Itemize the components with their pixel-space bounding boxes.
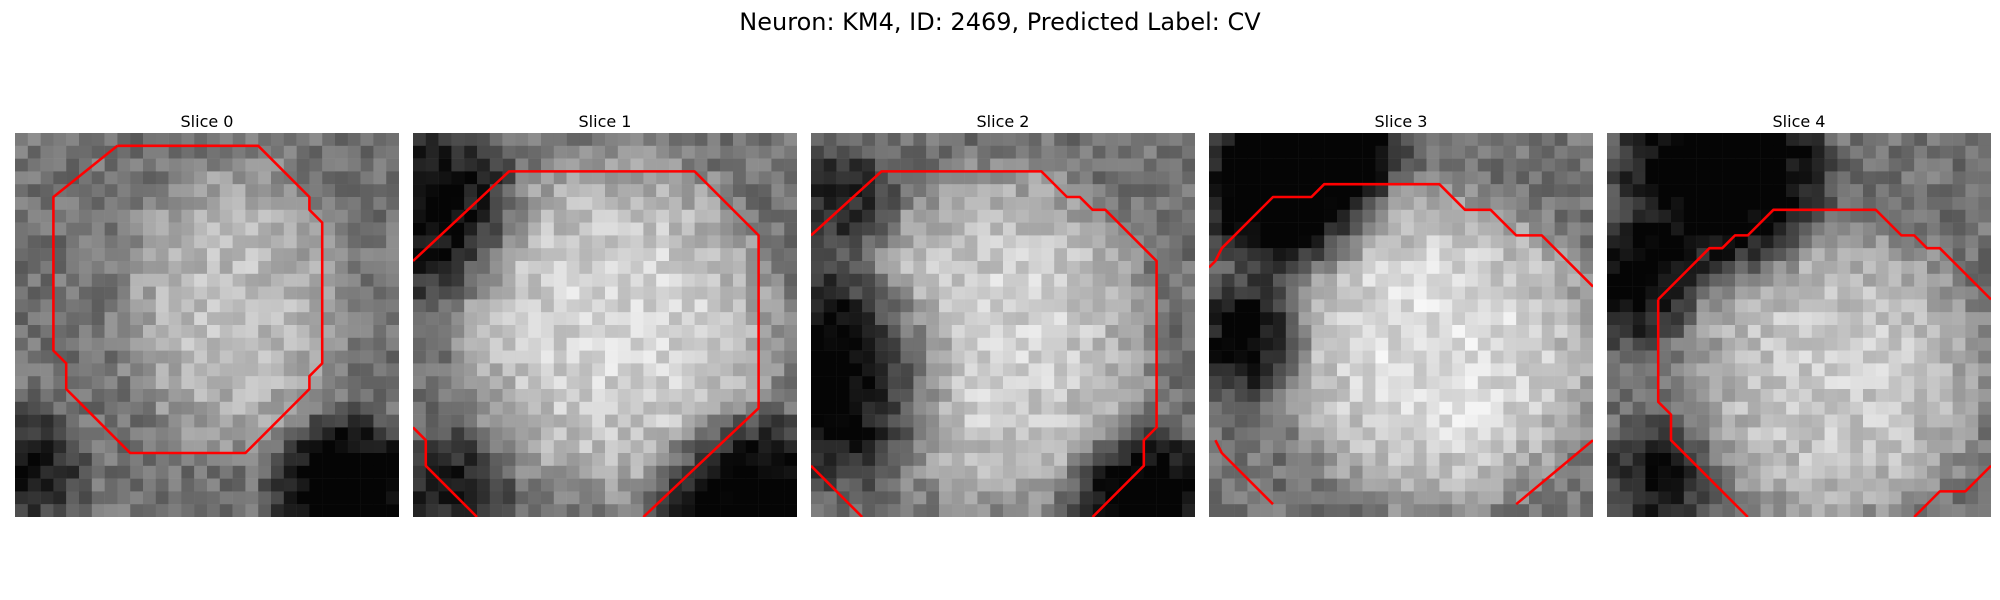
pixel-grid	[15, 133, 399, 517]
contour-line	[1656, 299, 1749, 517]
slice-image	[1209, 133, 1593, 517]
contour-line	[1214, 439, 1274, 506]
pixel-grid	[1607, 133, 1991, 517]
contour-line	[1515, 439, 1593, 506]
pixel-grid	[811, 133, 1195, 517]
slice-title: Slice 3	[1374, 112, 1428, 131]
slice-panel-2: Slice 2	[811, 111, 1195, 517]
slice-panel-0: Slice 0	[15, 111, 399, 517]
slice-panel-3: Slice 3	[1209, 111, 1593, 517]
contour-line	[52, 144, 324, 455]
contour-line	[413, 170, 760, 517]
slice-image	[15, 133, 399, 517]
contour-line	[1657, 208, 1991, 301]
slice-title: Slice 2	[976, 112, 1030, 131]
figure-title: Neuron: KM4, ID: 2469, Predicted Label: …	[739, 8, 1261, 36]
contour-line	[811, 170, 1158, 517]
slice-panel-1: Slice 1	[413, 111, 797, 517]
pixel-grid	[1209, 133, 1593, 517]
slice-title: Slice 4	[1772, 112, 1826, 131]
contour-line	[1913, 464, 1991, 517]
slice-title: Slice 0	[180, 112, 234, 131]
slice-image	[1607, 133, 1991, 517]
slice-image	[811, 133, 1195, 517]
contour-line	[1209, 182, 1593, 288]
pixel-grid	[413, 133, 797, 517]
contour-line	[811, 464, 864, 517]
slice-image	[413, 133, 797, 517]
contour-line	[413, 426, 478, 517]
slice-panel-4: Slice 4	[1607, 111, 1991, 517]
slice-title: Slice 1	[578, 112, 632, 131]
